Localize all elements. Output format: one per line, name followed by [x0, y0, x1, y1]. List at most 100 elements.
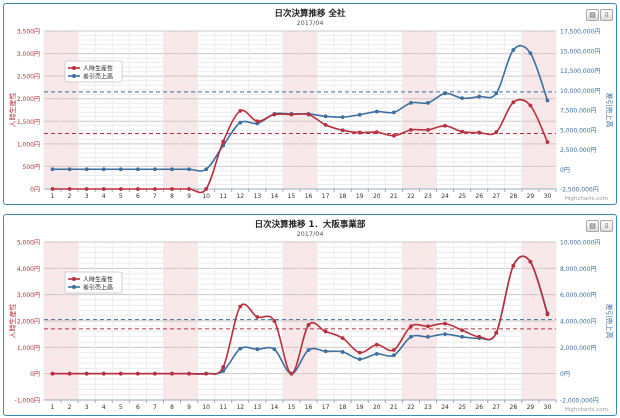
y-right-tick-label: 0円 — [560, 167, 570, 174]
x-tick-label: 13 — [254, 404, 262, 411]
point-sales — [357, 357, 362, 362]
x-tick-label: 23 — [424, 404, 432, 411]
legend-marker — [72, 285, 76, 289]
x-tick-label: 9 — [187, 193, 191, 200]
x-tick-label: 20 — [373, 193, 381, 200]
chart-subtitle: 2017/04 — [296, 19, 323, 27]
y-left-tick-label: 3,000円 — [17, 292, 40, 299]
point-productivity — [409, 324, 413, 329]
point-sales — [306, 348, 311, 352]
y-right-tick-label: 7,500,000円 — [560, 108, 597, 115]
x-tick-label: 1 — [51, 404, 55, 411]
point-productivity — [391, 348, 396, 352]
x-tick-label: 6 — [136, 404, 140, 411]
legend-label: 人時生産性 — [83, 276, 113, 284]
x-tick-label: 21 — [390, 404, 398, 411]
x-tick-label: 10 — [202, 193, 210, 200]
x-tick-label: 7 — [153, 193, 157, 200]
y-right-tick-label: -2,000,000円 — [560, 398, 599, 405]
point-productivity — [118, 187, 123, 191]
y-right-axis-title: 差引売上高 — [605, 304, 614, 339]
point-productivity — [460, 129, 465, 134]
point-productivity — [153, 371, 157, 376]
point-sales — [170, 167, 174, 172]
x-tick-label: 28 — [510, 193, 518, 200]
x-tick-label: 17 — [322, 404, 330, 411]
x-tick-label: 30 — [544, 404, 552, 411]
x-tick-label: 1 — [51, 193, 55, 200]
print-button[interactable]: ▤ — [586, 9, 599, 21]
point-productivity — [67, 371, 72, 376]
x-tick-label: 12 — [236, 193, 244, 200]
x-tick-label: 5 — [119, 404, 123, 411]
x-tick-label: 3 — [85, 404, 89, 411]
point-productivity — [528, 259, 533, 264]
point-sales — [443, 332, 447, 337]
x-tick-label: 11 — [219, 193, 227, 200]
x-tick-label: 8 — [170, 404, 174, 411]
download-icon: ⇩ — [603, 11, 610, 19]
point-productivity — [84, 371, 89, 376]
point-productivity — [426, 127, 430, 132]
point-productivity — [50, 371, 55, 376]
y-left-tick-label: 3,500円 — [17, 29, 40, 36]
point-sales — [187, 167, 191, 172]
x-tick-label: 11 — [219, 404, 227, 411]
point-productivity — [528, 103, 533, 108]
chart-subtitle: 2017/04 — [296, 230, 323, 238]
y-right-tick-label: 2,500,000円 — [560, 147, 597, 154]
point-productivity — [357, 350, 362, 355]
x-tick-label: 3 — [85, 193, 89, 200]
point-sales — [135, 167, 140, 172]
x-tick-label: 17 — [322, 193, 330, 200]
point-productivity — [477, 130, 482, 135]
point-sales — [50, 167, 55, 172]
point-productivity — [101, 187, 106, 191]
y-left-tick-label: 3,000円 — [17, 51, 40, 58]
x-tick-label: 16 — [305, 193, 313, 200]
y-right-tick-label: 15,000,000円 — [560, 48, 600, 55]
y-left-tick-label: 500円 — [23, 164, 40, 171]
x-tick-label: 6 — [136, 193, 140, 200]
export-button[interactable]: ⇩ — [600, 9, 613, 21]
point-sales — [511, 48, 516, 52]
point-sales — [323, 349, 328, 354]
point-productivity — [135, 187, 140, 191]
y-right-tick-label: 0円 — [560, 371, 570, 378]
point-productivity — [460, 328, 465, 333]
point-productivity — [443, 321, 447, 326]
x-tick-label: 8 — [170, 193, 174, 200]
point-sales — [443, 91, 447, 96]
point-sales — [409, 100, 413, 105]
x-tick-label: 14 — [271, 404, 279, 411]
y-left-axis-title: 人時生産性 — [8, 93, 17, 128]
x-tick-label: 20 — [373, 404, 381, 411]
point-productivity — [187, 187, 191, 191]
y-left-tick-label: 1,500円 — [17, 119, 40, 126]
point-sales — [323, 114, 328, 119]
x-tick-label: 27 — [492, 404, 500, 411]
y-right-tick-label: 17,500,000円 — [560, 29, 600, 36]
point-productivity — [170, 371, 174, 376]
legend-label: 差引売上高 — [83, 284, 113, 292]
point-sales — [545, 98, 550, 103]
legend-marker — [72, 74, 76, 78]
y-right-axis-title: 差引売上高 — [605, 93, 614, 128]
export-button[interactable]: ⇩ — [600, 220, 613, 232]
legend-marker — [72, 277, 76, 281]
y-right-tick-label: 10,000,000円 — [560, 88, 600, 95]
y-left-tick-label: 4,000円 — [17, 266, 40, 273]
x-tick-label: 18 — [339, 404, 347, 411]
point-productivity — [494, 330, 499, 335]
point-productivity — [289, 112, 294, 117]
point-sales — [409, 334, 413, 339]
chart-title: 日次決算推移 全社 — [275, 8, 346, 19]
x-tick-label: 13 — [254, 193, 262, 200]
point-sales — [426, 334, 430, 339]
print-button[interactable]: ▤ — [586, 220, 599, 232]
point-productivity — [255, 119, 260, 124]
point-productivity — [272, 112, 277, 117]
point-productivity — [511, 100, 516, 105]
y-left-tick-label: 2,000円 — [17, 319, 40, 326]
point-sales — [357, 112, 362, 117]
